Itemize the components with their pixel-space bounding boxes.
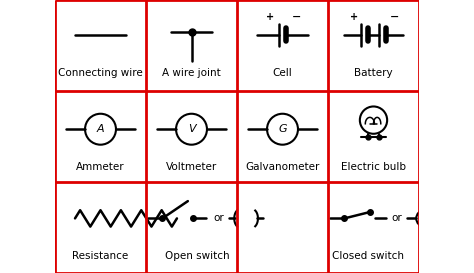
Text: +: +	[350, 12, 358, 22]
Text: or: or	[213, 213, 224, 223]
Text: G: G	[278, 124, 287, 134]
Text: Electric bulb: Electric bulb	[341, 162, 406, 172]
Text: −: −	[292, 12, 301, 22]
Text: Galvanometer: Galvanometer	[246, 162, 319, 172]
Text: Connecting wire: Connecting wire	[58, 68, 143, 78]
Text: A: A	[97, 124, 104, 134]
Text: Battery: Battery	[354, 68, 393, 78]
Text: A wire joint: A wire joint	[162, 68, 221, 78]
Text: Cell: Cell	[273, 68, 292, 78]
Text: Ammeter: Ammeter	[76, 162, 125, 172]
Text: −: −	[390, 12, 399, 22]
Text: Closed switch: Closed switch	[332, 251, 404, 261]
Text: Voltmeter: Voltmeter	[166, 162, 217, 172]
Text: +: +	[266, 12, 274, 22]
Text: Open switch: Open switch	[164, 251, 229, 261]
Text: Resistance: Resistance	[73, 251, 128, 261]
Text: V: V	[188, 124, 195, 134]
Text: or: or	[392, 213, 402, 223]
